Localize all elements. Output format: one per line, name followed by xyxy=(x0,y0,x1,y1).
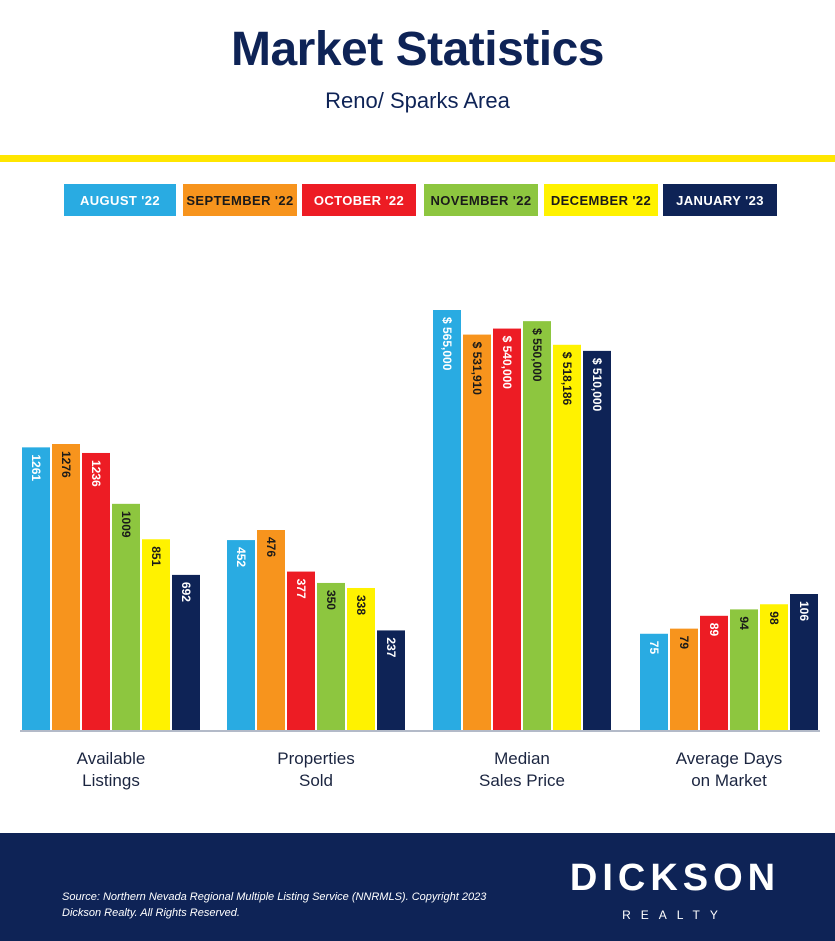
bar xyxy=(347,587,375,730)
bar xyxy=(790,594,818,730)
bar xyxy=(22,447,50,730)
bar xyxy=(670,628,698,730)
data-label: 75 xyxy=(647,641,661,655)
bar xyxy=(52,444,80,730)
data-label: 94 xyxy=(737,616,751,630)
data-label: $ 540,000 xyxy=(500,336,514,390)
legend-item: AUGUST '22 xyxy=(64,184,176,216)
data-label: 1261 xyxy=(29,454,43,481)
data-label: $ 510,000 xyxy=(590,358,604,412)
bar xyxy=(257,530,285,730)
bar xyxy=(112,503,140,730)
bar xyxy=(142,539,170,730)
data-label: 1276 xyxy=(59,451,73,478)
category-label: on Market xyxy=(691,771,767,790)
source-note: Source: Northern Nevada Regional Multipl… xyxy=(62,891,487,919)
data-label: 1236 xyxy=(89,460,103,487)
bar xyxy=(493,328,521,730)
data-label: 79 xyxy=(677,636,691,650)
brand-logo-subtitle: REALTY xyxy=(622,908,728,922)
bar xyxy=(172,574,200,730)
bar xyxy=(317,582,345,730)
data-label: 476 xyxy=(264,537,278,557)
legend-item: NOVEMBER '22 xyxy=(424,184,538,216)
bar xyxy=(730,609,758,730)
data-label: 98 xyxy=(767,611,781,625)
legend-item: SEPTEMBER '22 xyxy=(183,184,297,216)
divider xyxy=(0,155,835,162)
bar xyxy=(227,540,255,730)
data-label: 851 xyxy=(149,546,163,566)
bar xyxy=(463,334,491,730)
data-label: $ 565,000 xyxy=(440,317,454,371)
data-label: 338 xyxy=(354,595,368,615)
category-label: Properties xyxy=(277,749,354,768)
data-label: $ 518,186 xyxy=(560,352,574,406)
chart-legend: AUGUST '22 SEPTEMBER '22 OCTOBER '22 NOVEMB… xyxy=(0,184,835,216)
bar xyxy=(377,630,405,730)
bar xyxy=(640,633,668,730)
bar xyxy=(287,571,315,730)
category-label: Listings xyxy=(82,771,140,790)
bar xyxy=(700,615,728,730)
category-label: Available xyxy=(77,749,146,768)
category-label: Median xyxy=(494,749,550,768)
brand-logo: DICKSON xyxy=(569,857,781,899)
bar xyxy=(583,350,611,730)
data-label: 452 xyxy=(234,547,248,567)
page-subtitle: Reno/ Sparks Area xyxy=(325,88,510,113)
category-label: Sales Price xyxy=(479,771,565,790)
legend-item: JANUARY '23 xyxy=(663,184,777,216)
data-label: 237 xyxy=(384,637,398,657)
data-label: 1009 xyxy=(119,511,133,538)
legend-item: OCTOBER '22 xyxy=(302,184,416,216)
data-label: 89 xyxy=(707,623,721,637)
data-label: $ 531,910 xyxy=(470,342,484,396)
legend-item: DECEMBER '22 xyxy=(544,184,658,216)
data-label: $ 550,000 xyxy=(530,328,544,382)
data-label: 692 xyxy=(179,582,193,602)
footer: Source: Northern Nevada Regional Multipl… xyxy=(0,833,835,941)
bar xyxy=(760,604,788,730)
data-label: 106 xyxy=(797,601,811,621)
bar xyxy=(433,310,461,730)
data-label: 377 xyxy=(294,579,308,599)
category-label: Sold xyxy=(299,771,333,790)
bar xyxy=(82,452,110,730)
bar xyxy=(523,321,551,730)
data-label: 350 xyxy=(324,590,338,610)
bar-chart: 1261 1276 1236 1009 851 692 Available Listings 4… xyxy=(20,310,820,790)
page-title: Market Statistics xyxy=(231,23,605,76)
bar xyxy=(553,344,581,730)
category-label: Average Days xyxy=(676,749,782,768)
